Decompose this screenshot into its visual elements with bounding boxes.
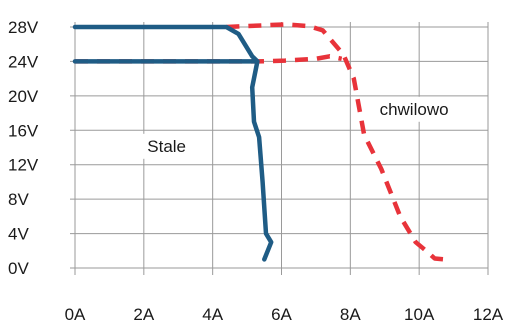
x-tick-label: 10A [404,305,435,324]
y-axis-labels: 0V 4V 8V 12V 16V 20V 24V 28V [8,18,39,278]
x-tick-label: 2A [133,305,154,324]
x-tick-label: 8A [340,305,361,324]
series-lines [72,22,446,262]
annotation-label: Stale [147,137,186,156]
annotation-background [142,133,192,159]
solid-series-line [72,24,274,262]
x-tick-label: 12A [473,305,504,324]
y-tick-label: 16V [8,121,39,140]
x-tick-label: 4A [202,305,223,324]
y-tick-label: 12V [8,156,39,175]
y-tick-label: 20V [8,87,39,106]
y-tick-label: 28V [8,18,39,37]
x-axis-labels: 0A 2A 4A 6A 8A 10A 12A [65,305,504,324]
y-tick-label: 0V [8,259,29,278]
grid [70,22,489,275]
dashed-series-line [75,54,343,64]
y-tick-label: 24V [8,52,39,71]
annotation-background [374,96,454,122]
annotations: Stale chwilowo [142,96,454,159]
y-tick-label: 4V [8,225,29,244]
y-tick-label: 8V [8,190,29,209]
x-tick-label: 0A [65,305,86,324]
annotation-label: chwilowo [380,100,449,119]
x-tick-label: 6A [271,305,292,324]
